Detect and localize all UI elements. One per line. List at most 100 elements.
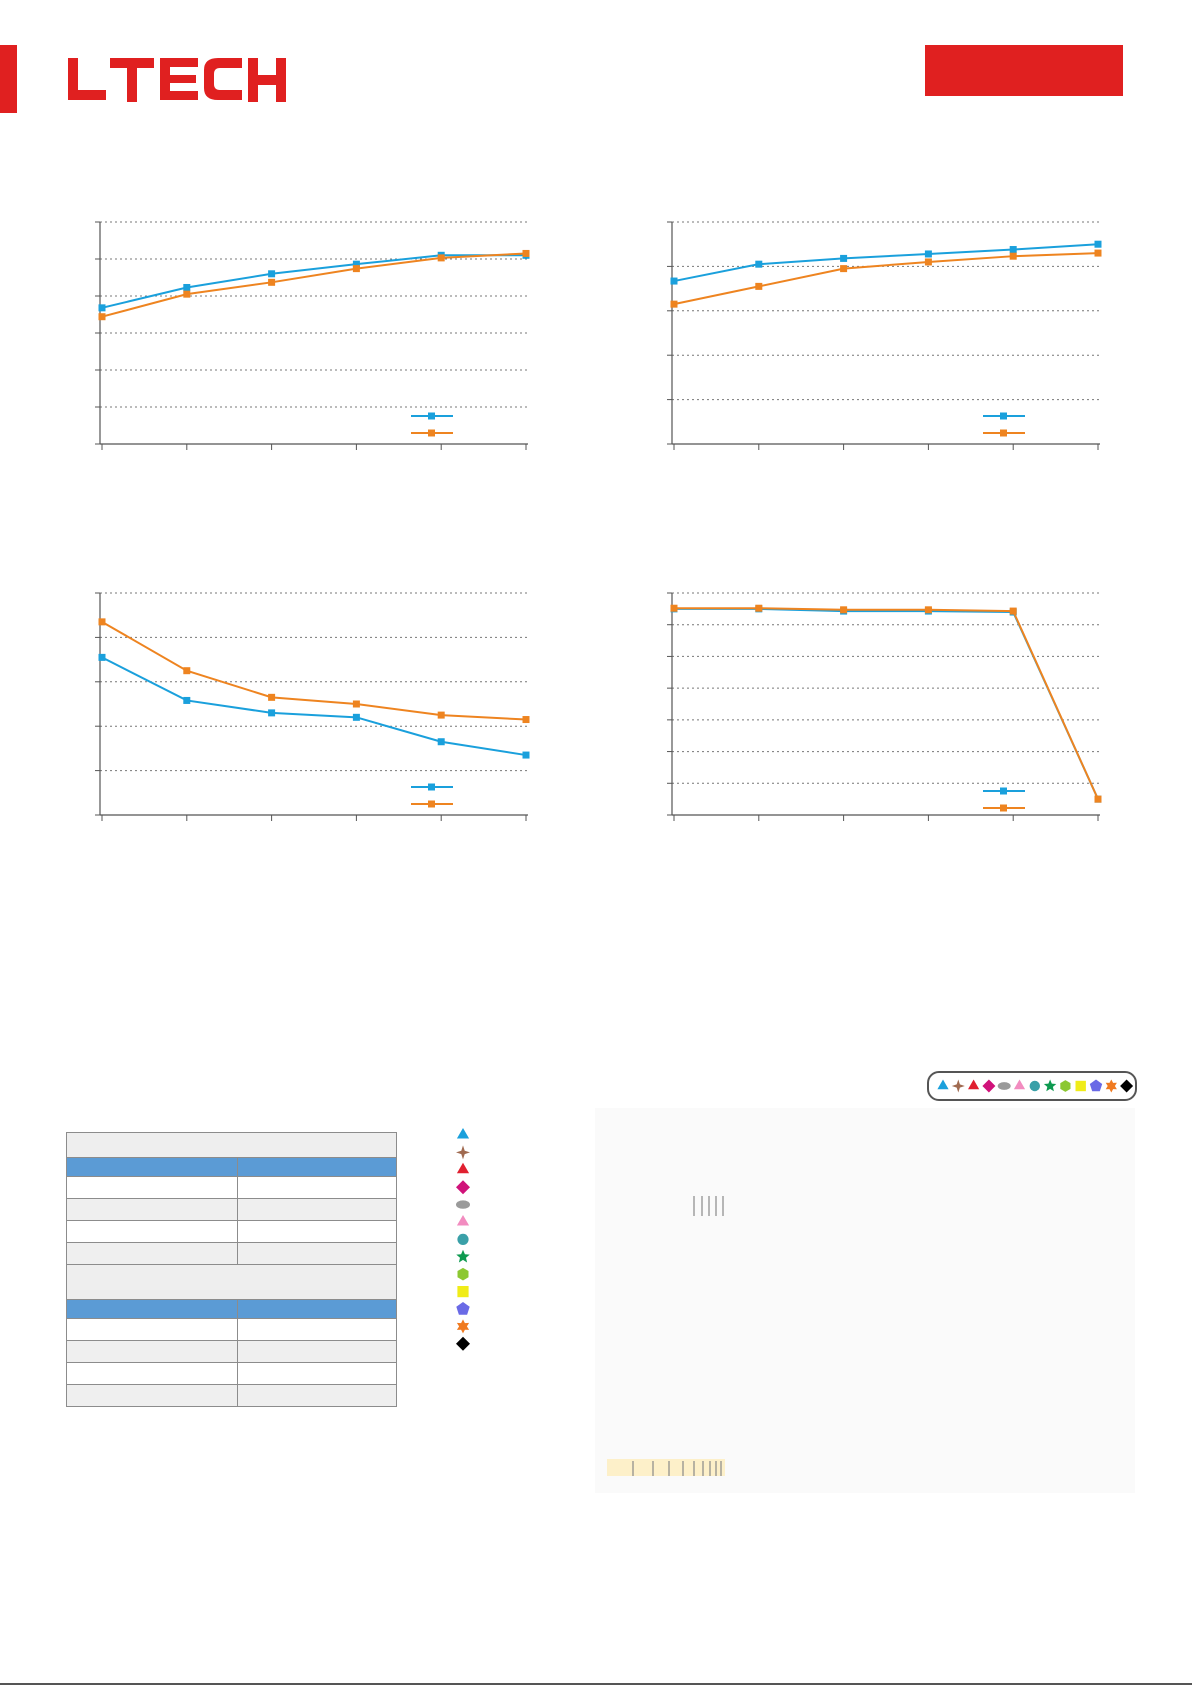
data-point xyxy=(670,300,678,308)
data-point xyxy=(98,304,106,312)
star4-brown-icon xyxy=(951,1079,965,1093)
icon-legend-list xyxy=(456,1128,470,1351)
data-point xyxy=(437,711,445,719)
header-badge xyxy=(925,45,1123,96)
triangle-pink-icon xyxy=(1013,1079,1026,1090)
data-point xyxy=(755,260,763,268)
logo-letter-t xyxy=(110,58,154,102)
series-line xyxy=(674,607,1099,800)
series-line xyxy=(101,252,527,318)
data-point xyxy=(522,249,530,257)
star4-brown-icon xyxy=(456,1145,470,1160)
pentagon-violet-icon xyxy=(456,1302,470,1315)
legend-marker xyxy=(1000,412,1007,420)
data-point xyxy=(924,250,932,258)
hexagon-lime-icon xyxy=(1060,1080,1071,1092)
data-point xyxy=(755,282,763,290)
data-point xyxy=(183,283,191,291)
chart-top-left xyxy=(95,221,530,450)
data-point xyxy=(924,258,932,266)
series-line xyxy=(673,243,1099,283)
diamond-magenta-icon xyxy=(456,1180,470,1195)
data-point xyxy=(1009,246,1017,254)
data-point xyxy=(268,693,276,701)
star5-green-icon xyxy=(1043,1079,1057,1092)
data-point xyxy=(840,265,848,273)
table-row xyxy=(66,1318,397,1341)
data-point xyxy=(1094,249,1102,257)
star6-orange-icon xyxy=(456,1319,470,1334)
star6-orange-icon xyxy=(1105,1079,1117,1093)
diamond-magenta-icon xyxy=(982,1079,996,1093)
data-point xyxy=(268,278,276,286)
table-column-header xyxy=(66,1157,397,1177)
triangle-red-icon xyxy=(456,1162,470,1174)
table-section-header xyxy=(66,1264,397,1300)
data-point xyxy=(437,254,445,262)
data-point xyxy=(840,606,848,614)
data-point xyxy=(183,667,191,675)
diamond-black-icon xyxy=(1120,1079,1134,1093)
logo-letter-e xyxy=(160,58,198,100)
chart-top-right xyxy=(667,221,1102,450)
triangle-pink-icon xyxy=(456,1215,470,1226)
series-line xyxy=(101,254,526,309)
data-point xyxy=(352,700,360,708)
square-yellow-icon xyxy=(1075,1080,1086,1092)
logo-letter-h xyxy=(248,58,286,102)
data-point xyxy=(1009,607,1017,615)
pentagon-violet-icon xyxy=(1089,1079,1103,1092)
legend-marker xyxy=(428,412,435,420)
data-point xyxy=(522,751,530,759)
triangle-red-icon xyxy=(968,1079,980,1090)
legend-marker xyxy=(428,800,435,808)
series-line xyxy=(101,620,527,721)
legend-marker xyxy=(1000,804,1007,812)
legend-marker xyxy=(428,783,435,791)
data-point xyxy=(670,604,678,612)
square-yellow-icon xyxy=(457,1286,469,1298)
series-line xyxy=(101,656,527,757)
table-column-header xyxy=(66,1299,397,1319)
footer-rule xyxy=(0,1683,1192,1685)
diamond-black-icon xyxy=(456,1336,470,1351)
legend-marker xyxy=(1000,787,1007,795)
color-icon-strip xyxy=(927,1071,1137,1101)
table-row xyxy=(66,1362,397,1385)
chart-bottom-left xyxy=(95,592,530,821)
data-point xyxy=(352,260,360,268)
data-point xyxy=(352,265,360,273)
data-point xyxy=(1094,795,1102,803)
hexagon-lime-icon xyxy=(457,1267,469,1281)
data-point xyxy=(98,618,106,626)
brand-side-bar xyxy=(0,45,17,113)
ellipse-gray-icon xyxy=(456,1200,470,1209)
circle-teal-icon xyxy=(457,1233,469,1245)
series-line xyxy=(673,252,1099,306)
data-point xyxy=(183,696,191,704)
table-row xyxy=(66,1384,397,1407)
data-point xyxy=(840,254,848,262)
data-point xyxy=(268,709,276,717)
table-row xyxy=(66,1340,397,1363)
data-point xyxy=(1009,252,1017,260)
data-point xyxy=(755,604,763,612)
data-point xyxy=(352,713,360,721)
triangle-blue-icon xyxy=(937,1079,949,1090)
logo-letter-l xyxy=(68,58,106,100)
series-line xyxy=(674,607,1099,800)
chart-bottom-right xyxy=(667,592,1102,821)
table-row xyxy=(66,1176,397,1199)
product-photo-area xyxy=(595,1108,1135,1493)
data-point xyxy=(98,653,106,661)
data-point xyxy=(1094,240,1102,248)
data-point xyxy=(670,277,678,285)
table-row xyxy=(66,1220,397,1243)
legend-marker xyxy=(1000,429,1007,437)
data-point xyxy=(183,290,191,298)
ellipse-gray-icon xyxy=(997,1082,1011,1090)
data-point xyxy=(522,716,530,724)
data-point xyxy=(98,313,106,321)
data-point xyxy=(924,606,932,614)
triangle-blue-icon xyxy=(456,1128,470,1139)
